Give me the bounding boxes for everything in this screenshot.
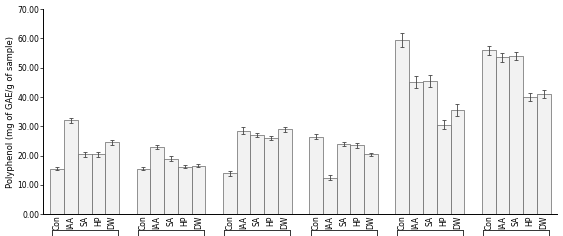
Bar <box>364 154 378 214</box>
Bar <box>337 144 350 214</box>
Bar <box>236 131 251 214</box>
Bar <box>437 125 450 214</box>
Bar <box>350 145 364 214</box>
Bar <box>251 135 264 214</box>
Bar <box>423 81 437 214</box>
Bar <box>264 138 278 214</box>
Bar <box>523 97 537 214</box>
Bar <box>78 154 92 214</box>
Bar <box>409 82 423 214</box>
Bar <box>105 143 119 214</box>
Bar <box>482 50 495 214</box>
Bar <box>191 166 205 214</box>
Bar <box>450 110 464 214</box>
Bar <box>323 178 337 214</box>
Bar <box>309 137 323 214</box>
Bar <box>92 154 105 214</box>
Bar <box>178 167 191 214</box>
Bar <box>537 94 551 214</box>
Bar <box>395 40 409 214</box>
Bar <box>64 120 78 214</box>
Bar <box>164 159 178 214</box>
Bar <box>50 169 64 214</box>
Bar <box>150 147 164 214</box>
Y-axis label: Polyphenol (mg of GAE/g of sample): Polyphenol (mg of GAE/g of sample) <box>6 36 15 188</box>
Bar <box>278 129 292 214</box>
Bar <box>495 57 510 214</box>
Bar <box>223 173 236 214</box>
Bar <box>510 56 523 214</box>
Bar <box>137 169 150 214</box>
